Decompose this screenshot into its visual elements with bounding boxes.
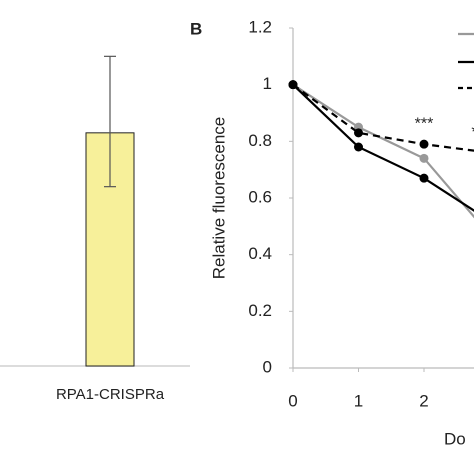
panel-label: B <box>190 19 202 38</box>
data-point <box>419 173 429 183</box>
data-point <box>419 139 429 149</box>
series-line <box>292 83 474 219</box>
x-axis-label: Do <box>444 429 466 448</box>
data-point <box>354 128 363 138</box>
y-tick-label: 0.4 <box>248 244 272 263</box>
annotation: * <box>471 124 474 141</box>
plot-area <box>288 80 474 219</box>
y-axis-label: Relative fluorescence <box>209 117 228 280</box>
error-bar <box>104 55 116 188</box>
data-point <box>354 142 363 152</box>
data-point <box>419 153 429 163</box>
x-tick-label: 0 <box>288 391 297 410</box>
y-tick-label: 1.2 <box>248 17 272 36</box>
y-tick-label: 0.8 <box>248 131 272 150</box>
y-tick-label: 0.6 <box>248 187 272 206</box>
series-line <box>292 83 474 152</box>
x-tick-label: 2 <box>419 391 428 410</box>
y-tick-label: 1 <box>263 74 272 93</box>
x-tick-label: RPA1-CRISPRa <box>56 386 165 403</box>
data-point <box>288 80 298 90</box>
series-line <box>292 83 474 212</box>
y-tick-label: 0.2 <box>248 301 272 320</box>
y-tick-label: 0 <box>263 357 272 376</box>
annotation: *** <box>415 116 434 133</box>
x-tick-label: 1 <box>354 391 363 410</box>
